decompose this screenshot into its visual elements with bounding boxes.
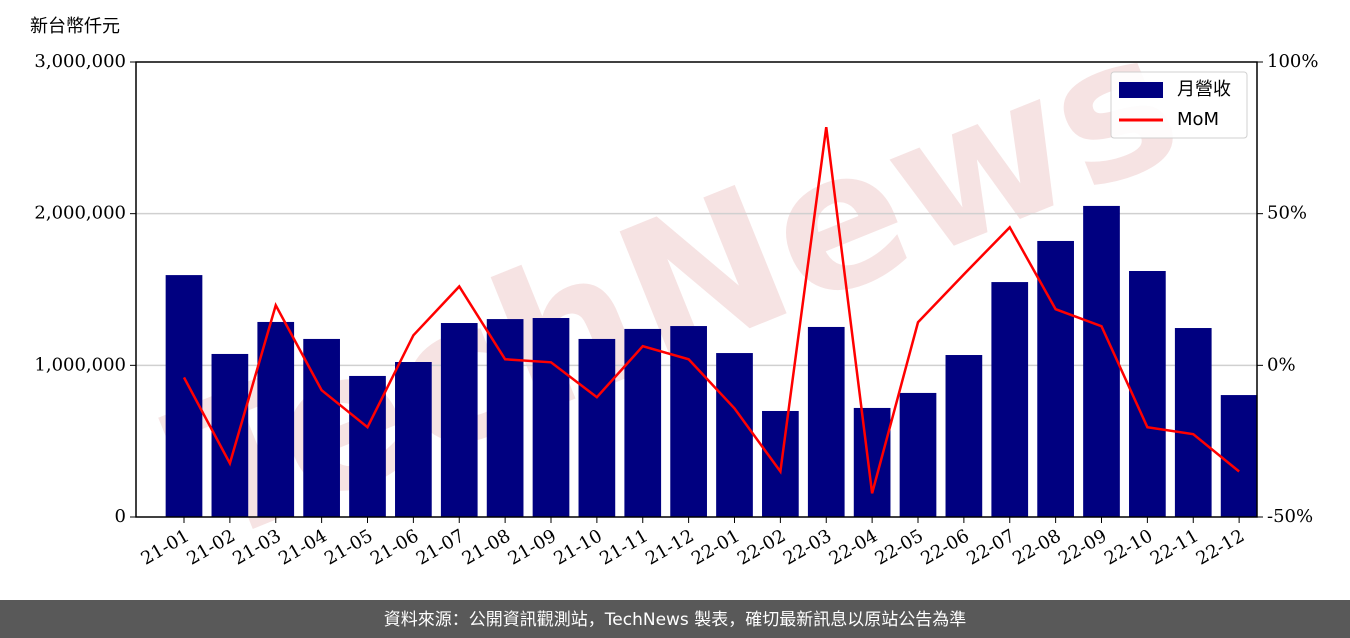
bar	[1174, 328, 1212, 517]
y-tick-label: 3,000,000	[34, 51, 126, 72]
bar	[945, 355, 983, 517]
x-tick-label: 21-11	[596, 525, 651, 569]
y-tick-label: 2,000,000	[34, 203, 126, 224]
y2-tick-label: 100%	[1267, 51, 1318, 72]
bar	[716, 353, 753, 517]
source-note: 資料來源：公開資訊觀測站，TechNews 製表，確切最新訊息以原站公告為準	[384, 610, 966, 630]
x-tick-label: 21-10	[550, 525, 605, 569]
x-tick-label: 22-05	[872, 525, 927, 569]
bar	[532, 318, 570, 517]
x-tick-label: 22-12	[1193, 525, 1248, 569]
x-tick-label: 21-07	[413, 525, 468, 569]
footer-bar	[0, 600, 1350, 638]
legend-label: 月營收	[1177, 79, 1231, 100]
bar	[578, 338, 616, 517]
x-tick-label: 22-02	[734, 525, 789, 569]
y2-tick-label: 0%	[1267, 354, 1296, 375]
bar	[165, 275, 203, 517]
bar	[1083, 205, 1120, 517]
y2-tick-label: -50%	[1267, 506, 1313, 527]
bar	[1220, 395, 1258, 517]
bar	[624, 328, 662, 517]
bar	[1129, 270, 1166, 517]
x-tick-label: 22-08	[1009, 525, 1064, 569]
bar	[349, 375, 386, 517]
bar	[211, 353, 249, 517]
line	[182, 127, 1240, 494]
x-tick-label: 22-07	[963, 525, 1018, 569]
x-tick-label: 21-09	[505, 525, 560, 569]
x-tick-label: 21-01	[138, 525, 193, 569]
bar	[853, 407, 891, 517]
bar	[257, 321, 295, 517]
bar	[1037, 240, 1074, 517]
x-tick-label: 22-01	[688, 525, 743, 569]
bar	[486, 319, 524, 517]
bar	[395, 361, 432, 517]
bar	[991, 282, 1029, 517]
legend-label: MoM	[1177, 109, 1219, 130]
y-tick-label: 0	[115, 506, 126, 527]
bar	[670, 326, 707, 517]
bar	[807, 326, 845, 517]
x-tick-label: 22-11	[1147, 525, 1202, 569]
plot-frame	[135, 61, 1258, 518]
x-tick-label: 22-04	[826, 525, 881, 569]
x-tick-label: 22-10	[1101, 525, 1156, 569]
x-tick-label: 21-06	[367, 525, 422, 569]
y2-tick-label: 50%	[1267, 203, 1307, 224]
x-tick-label: 22-03	[780, 525, 835, 569]
y-tick-label: 1,000,000	[34, 354, 126, 375]
bar	[440, 323, 478, 517]
legend-swatch	[1119, 82, 1163, 98]
x-tick-label: 22-09	[1055, 525, 1110, 569]
y-axis-label: 新台幣仟元	[30, 16, 120, 37]
bar	[899, 392, 937, 517]
x-tick-label: 21-08	[459, 525, 514, 569]
x-tick-label: 21-12	[642, 525, 697, 569]
x-tick-label: 22-06	[917, 525, 972, 569]
